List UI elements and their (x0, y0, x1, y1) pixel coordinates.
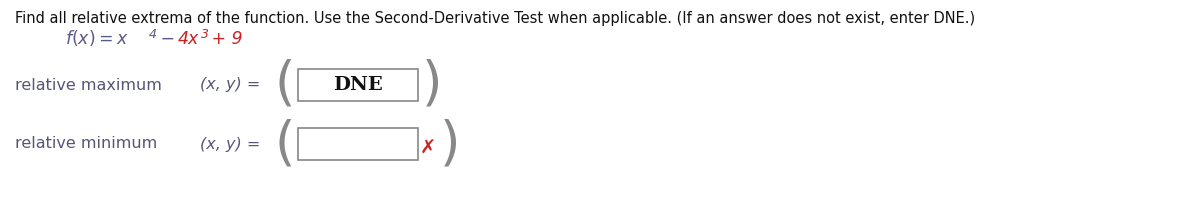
Text: Find all relative extrema of the function. Use the Second-Derivative Test when a: Find all relative extrema of the functio… (14, 11, 976, 26)
Text: (: ( (275, 59, 295, 111)
Text: (x, y) =: (x, y) = (200, 78, 260, 92)
Text: 4: 4 (149, 28, 157, 41)
Text: ): ) (421, 59, 443, 111)
Text: $f(x) = x$: $f(x) = x$ (65, 28, 128, 48)
Text: relative minimum: relative minimum (14, 137, 157, 151)
Text: (: ( (275, 118, 295, 170)
Text: −: − (155, 30, 180, 48)
Text: 4x: 4x (178, 30, 199, 48)
Text: (x, y) =: (x, y) = (200, 137, 260, 151)
Text: ): ) (439, 118, 461, 170)
Text: 3: 3 (202, 28, 209, 41)
FancyBboxPatch shape (298, 128, 418, 160)
Text: DNE: DNE (334, 76, 383, 94)
Text: ✗: ✗ (420, 139, 436, 158)
Text: + 9: + 9 (206, 30, 242, 48)
Text: relative maximum: relative maximum (14, 78, 162, 92)
FancyBboxPatch shape (298, 69, 418, 101)
